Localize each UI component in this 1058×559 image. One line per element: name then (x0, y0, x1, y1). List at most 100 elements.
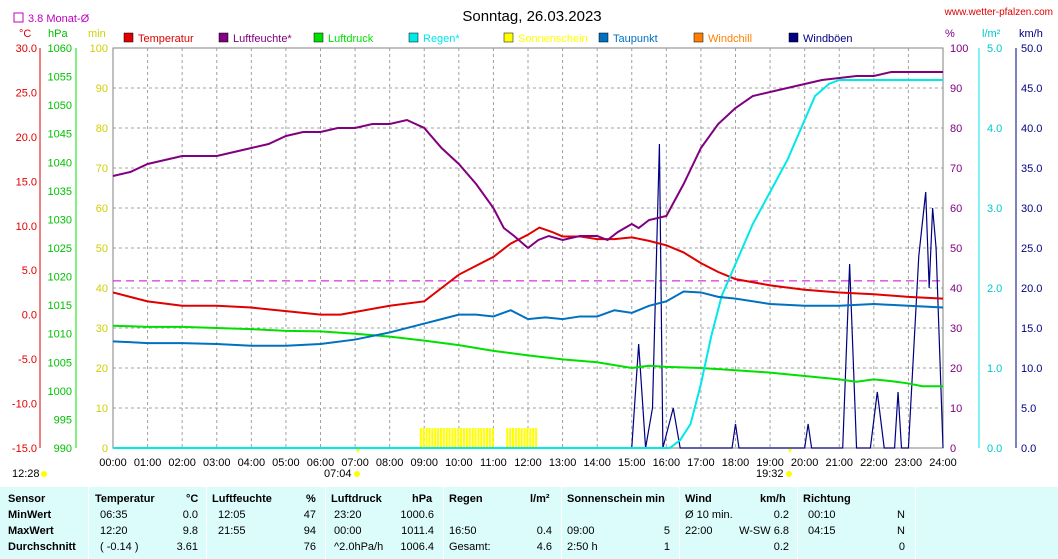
sunshine-bar (512, 428, 515, 448)
table-cell-press_v: 1000.6 (400, 509, 434, 521)
x-tick: 18:00 (722, 457, 750, 469)
sunshine-bar (483, 428, 486, 448)
temp-tick: 10.0 (16, 221, 37, 233)
table-cell-wind_t: Ø 10 min. (685, 509, 733, 521)
sunshine-bar (419, 428, 422, 448)
pressure-tick: 1015 (48, 300, 72, 312)
legend-swatch (408, 32, 419, 43)
humidity-tick: 80 (950, 123, 962, 135)
series-luftdruck (112, 324, 943, 388)
x-tick: 12:00 (514, 457, 542, 469)
sun-tick: 10 (96, 403, 108, 415)
pressure-tick: 1030 (48, 214, 72, 226)
legend-swatch (503, 32, 514, 43)
humidity-tick: 10 (950, 403, 962, 415)
table-cell-hum_t: 21:55 (218, 525, 246, 537)
table-cell-temp_t: 12:20 (100, 525, 128, 537)
sunshine-bar (468, 428, 471, 448)
unit-humidity: % (945, 28, 955, 40)
series-taupunkt (112, 290, 944, 347)
sun-tick: 0 (102, 443, 108, 455)
series-luftfeuchte (112, 71, 943, 250)
sunrise-marker (356, 449, 360, 453)
table-cell-press_t: 23:20 (334, 509, 362, 521)
table-cell-rain_v: 0.4 (536, 525, 552, 537)
rain-tick: 4.0 (987, 123, 1002, 135)
x-tick: 22:00 (860, 457, 888, 469)
table-cell-rain_v: 4.6 (536, 541, 552, 553)
header-wind: Wind (685, 493, 712, 505)
sunshine-bar (454, 428, 457, 448)
sunshine-bar (442, 428, 445, 448)
plot-area (112, 71, 944, 453)
sunshine-bar (523, 428, 526, 448)
sunshine-bar (445, 428, 448, 448)
sunshine-bar (477, 428, 480, 448)
temp-tick: 5.0 (22, 265, 37, 277)
x-tick: 16:00 (653, 457, 681, 469)
series-windboeen (113, 143, 944, 449)
legend-label: Windchill (708, 33, 752, 45)
sunshine-bar (506, 428, 509, 448)
pressure-tick: 990 (54, 443, 72, 455)
table-cell-label: Durchschnitt (8, 541, 76, 553)
table-cell-wind_v: 0.2 (773, 541, 789, 553)
sun-tick: 80 (96, 123, 108, 135)
header-press-unit: hPa (412, 493, 433, 505)
wind-tick: 10.0 (1021, 363, 1042, 375)
sunshine-bar (434, 428, 437, 448)
avg-checkbox[interactable] (13, 12, 24, 23)
temp-tick: 15.0 (16, 176, 37, 188)
sunshine-bar (514, 428, 517, 448)
table-cell-wind_t: 22:00 (685, 525, 713, 537)
sun-tick: 60 (96, 203, 108, 215)
sunshine-bar (509, 428, 512, 448)
humidity-tick: 30 (950, 323, 962, 335)
sunshine-bar (457, 428, 460, 448)
table-cell-temp_v: 9.8 (182, 525, 198, 537)
temp-tick: 20.0 (16, 132, 37, 144)
avg-label: 3.8 Monat-Ø (28, 13, 90, 25)
sun-icon (41, 471, 47, 477)
x-tick: 05:00 (272, 457, 300, 469)
table-cell-wind_v: 0.2 (773, 509, 789, 521)
header-wind-unit: km/h (760, 493, 786, 505)
temp-tick: -15.0 (12, 443, 37, 455)
table-cell-label: MaxWert (8, 525, 54, 537)
unit-sun: min (88, 28, 106, 40)
sunshine-bar (480, 428, 483, 448)
legend-swatch (123, 32, 134, 43)
x-tick: 20:00 (791, 457, 819, 469)
x-tick: 17:00 (687, 457, 715, 469)
wind-tick: 45.0 (1021, 83, 1042, 95)
legend-label: Taupunkt (613, 33, 658, 45)
x-tick: 24:00 (929, 457, 957, 469)
table-cell-sun_v: 5 (663, 525, 670, 537)
header-dir: Richtung (803, 493, 851, 505)
table-cell-dir_t: 00:10 (808, 509, 836, 521)
legend-label: Sonnenschein (518, 33, 588, 45)
x-tick: 21:00 (825, 457, 853, 469)
header-rain-unit: l/m² (530, 493, 550, 505)
legend-label: Temperatur (138, 33, 194, 45)
site-url[interactable]: www.wetter-pfalzen.com (944, 7, 1053, 18)
stats-table: Sensor Temperatur °C Luftfeuchte % Luftd… (0, 487, 1058, 559)
wind-tick: 30.0 (1021, 203, 1042, 215)
rain-tick: 5.0 (987, 43, 1002, 55)
temp-tick: 25.0 (16, 87, 37, 99)
legend-swatch (788, 32, 799, 43)
pressure-tick: 995 (54, 414, 72, 426)
sunshine-bar (465, 428, 468, 448)
header-press: Luftdruck (331, 493, 382, 505)
unit-pressure: hPa (48, 28, 68, 40)
humidity-tick: 60 (950, 203, 962, 215)
table-cell-press_t: ^2.0hPa/h (334, 541, 384, 553)
sunshine-bar (463, 428, 466, 448)
sun-tick: 70 (96, 163, 108, 175)
table-cell-hum_v: 94 (303, 525, 316, 537)
axes: 30.0 25.0 20.0 15.0 10.0 5.0 0.0 -5.0 -10.0 -15.0… (12, 43, 1043, 469)
unit-wind: km/h (1019, 28, 1043, 40)
sun-tick: 40 (96, 283, 108, 295)
sunshine-bar (491, 428, 494, 448)
wind-tick: 15.0 (1021, 323, 1042, 335)
